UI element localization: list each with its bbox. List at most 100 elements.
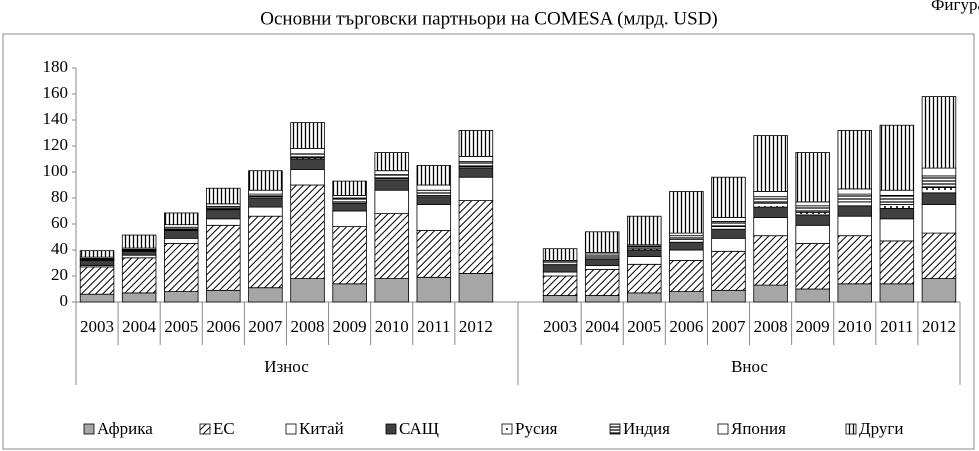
bar-segment — [163, 212, 199, 226]
bar-segment — [584, 295, 620, 303]
bar-segment — [290, 184, 325, 279]
bar-segment — [669, 191, 704, 234]
bar-segment — [416, 204, 452, 231]
bar-segment — [837, 215, 873, 237]
bar-segment — [374, 174, 409, 179]
bar-segment — [753, 284, 788, 303]
bar-segment — [248, 287, 283, 303]
chart-frame — [2, 33, 975, 450]
bar-segment — [921, 192, 957, 205]
bar-segment — [79, 259, 115, 266]
bar-segment — [627, 263, 662, 294]
bar-segment — [584, 269, 620, 296]
bar-segment — [879, 218, 915, 242]
bar-segment — [921, 96, 957, 169]
bar-segment — [79, 293, 115, 303]
bar-segment — [163, 237, 199, 244]
group-label: Износ — [264, 357, 309, 376]
legend-swatch — [83, 423, 95, 435]
bar-segment — [458, 155, 494, 162]
bar-segment — [837, 235, 873, 285]
bar-segment — [921, 278, 957, 303]
y-tick-label: 20 — [51, 265, 68, 284]
x-tick-label: 2006 — [206, 317, 240, 336]
bar-segment — [584, 253, 620, 259]
bar-segment — [248, 170, 283, 191]
bar-segment — [374, 213, 409, 280]
x-tick-label: 2006 — [669, 317, 703, 336]
bar-segment — [163, 291, 199, 303]
bar-segment — [332, 180, 367, 196]
bar-segment — [332, 283, 367, 303]
bar-segment — [795, 288, 830, 303]
x-tick-label: 2005 — [164, 317, 198, 336]
legend-label: Африка — [97, 419, 153, 438]
y-tick-label: 0 — [60, 291, 69, 310]
bar-segment — [332, 197, 367, 203]
bar-segment — [669, 259, 704, 292]
bar-segment — [795, 152, 830, 203]
legend-label: Други — [859, 419, 903, 438]
bar-segment — [542, 275, 578, 296]
x-tick-label: 2007 — [711, 317, 746, 336]
bar-segment — [795, 243, 830, 290]
x-tick-label: 2009 — [796, 317, 830, 336]
bar-segment — [711, 289, 746, 303]
bar-segment — [163, 243, 199, 292]
y-tick-label: 100 — [43, 161, 69, 180]
bar-segment — [542, 271, 578, 277]
legend-swatch — [199, 423, 211, 435]
x-tick-label: 2010 — [838, 317, 872, 336]
bar-segment — [542, 248, 578, 261]
bar-segment — [458, 200, 494, 274]
bar-segment — [711, 228, 746, 239]
bar-segment — [879, 283, 915, 303]
x-tick-label: 2010 — [375, 317, 409, 336]
bar-segment — [921, 204, 957, 234]
bar-segment — [921, 187, 957, 194]
legend-swatch — [501, 423, 513, 435]
x-tick-label: 2008 — [754, 317, 788, 336]
bar-segment — [584, 231, 620, 254]
bar-segment — [669, 241, 704, 251]
bar-segment — [669, 235, 704, 240]
bar-segment — [837, 283, 873, 303]
bar-segment — [206, 209, 241, 220]
group-label: Внос — [731, 357, 768, 376]
legend-swatch — [845, 423, 857, 435]
legend-swatch — [717, 423, 729, 435]
bar-segment — [753, 206, 788, 218]
bar-segment — [584, 265, 620, 270]
bar-segment — [458, 272, 494, 303]
x-tick-label: 2008 — [291, 317, 325, 336]
legend-swatch — [609, 423, 621, 435]
bar-segment — [837, 193, 873, 203]
bar-segment — [542, 265, 578, 273]
bar-segment — [416, 165, 452, 186]
bar-segment — [206, 218, 241, 226]
bar-segment — [458, 176, 494, 201]
bar-segment — [121, 250, 157, 256]
bar-segment — [753, 202, 788, 208]
x-tick-label: 2012 — [922, 317, 956, 336]
bar-segment — [753, 235, 788, 286]
bar-segment — [627, 249, 662, 257]
bar-segment — [837, 201, 873, 207]
y-tick-label: 40 — [51, 239, 68, 258]
bar-segment — [711, 250, 746, 291]
y-tick-label: 60 — [51, 213, 68, 232]
bar-segment — [711, 220, 746, 227]
bar-segment — [921, 232, 957, 280]
bar-segment — [542, 295, 578, 303]
bar-segment — [795, 201, 830, 207]
chart-title: Основни търговски партньори на COMESA (м… — [260, 8, 718, 29]
bar-segment — [753, 191, 788, 198]
bar-segment — [879, 194, 915, 205]
bar-segment — [206, 187, 241, 205]
x-tick-label: 2004 — [122, 317, 157, 336]
bar-segment — [416, 189, 452, 196]
bar-segment — [121, 257, 157, 294]
bar-segment — [795, 214, 830, 226]
y-tick-label: 140 — [43, 109, 69, 128]
